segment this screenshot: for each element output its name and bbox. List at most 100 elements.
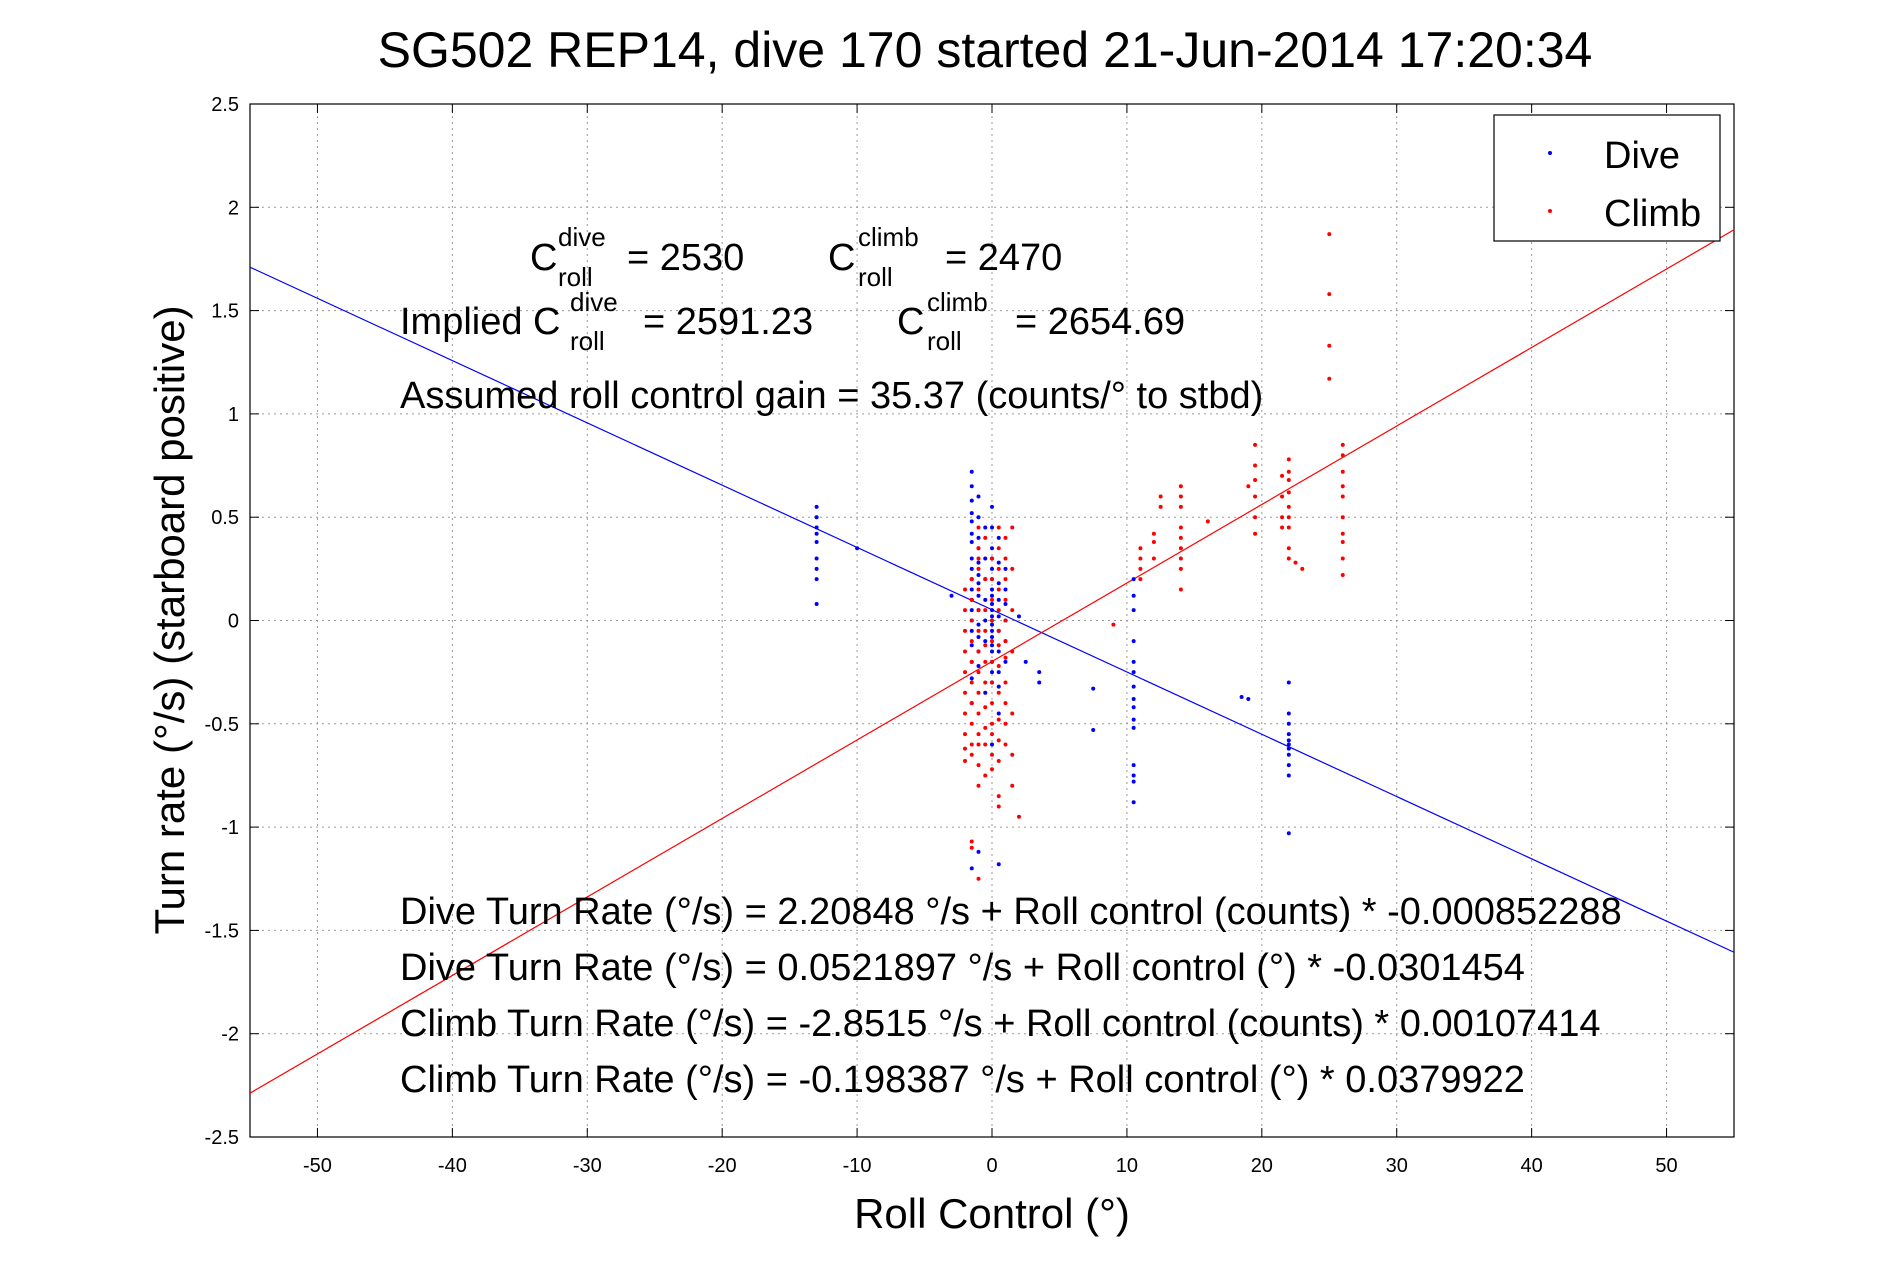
x-axis-label: Roll Control (°) (854, 1190, 1130, 1237)
climb-point (976, 628, 981, 633)
climb-point (996, 643, 1001, 648)
dive-point (990, 742, 994, 747)
climb-point (996, 794, 1001, 799)
dive-point (949, 593, 954, 598)
climb-point (1003, 597, 1008, 602)
c-roll-dive-base: C (530, 237, 557, 279)
climb-point (1293, 560, 1298, 565)
climb-point (983, 742, 988, 747)
c-roll-climb: C climb roll = 2470 (828, 222, 1062, 292)
dive-point (1239, 694, 1244, 699)
y-tick-label: -0.5 (205, 714, 239, 736)
dive-point (1003, 587, 1008, 592)
climb-point (963, 608, 968, 613)
dive-point (990, 601, 994, 606)
dive-point (1131, 717, 1136, 722)
climb-point (963, 587, 968, 592)
implied-prefix: Implied C (400, 301, 561, 343)
dive-point (996, 670, 1001, 675)
dive-point (996, 614, 1001, 619)
dive-point (1286, 721, 1291, 726)
climb-point (976, 732, 981, 737)
climb-point (1340, 515, 1345, 520)
dive-point (1037, 680, 1042, 685)
c-roll-climb-sub: roll (858, 262, 893, 292)
climb-point (990, 639, 994, 644)
dive-point (976, 581, 981, 586)
implied-dive-value: = 2591.23 (643, 301, 813, 343)
dive-point (990, 608, 994, 613)
climb-eq-degrees: Climb Turn Rate (°/s) = -0.198387 °/s + … (400, 1059, 1525, 1101)
climb-point (1003, 655, 1008, 660)
climb-point (1010, 752, 1015, 757)
climb-point (969, 639, 974, 644)
climb-point (963, 711, 968, 716)
climb-point (976, 670, 981, 675)
climb-point (1280, 525, 1285, 530)
climb-point (1003, 618, 1008, 623)
climb-point (1010, 711, 1015, 716)
implied-climb-sub: roll (927, 326, 962, 356)
climb-point (1010, 783, 1015, 788)
dive-point (990, 643, 994, 648)
y-tick-label: 1 (228, 404, 239, 426)
legend: Dive Climb (1493, 114, 1721, 242)
roll-gain-note: Assumed roll control gain = 35.37 (count… (400, 375, 1263, 417)
dive-point (983, 556, 988, 561)
c-roll-dive-sup: dive (558, 222, 606, 252)
climb-point (1138, 566, 1143, 571)
dive-point (1131, 800, 1136, 805)
climb-point (963, 758, 968, 763)
climb-point (1286, 469, 1291, 474)
dive-point (814, 504, 819, 509)
climb-point (1280, 494, 1285, 499)
y-tick-label: -2 (221, 1024, 239, 1046)
climb-point (1280, 515, 1285, 520)
dive-point (969, 539, 974, 544)
climb-eq-counts: Climb Turn Rate (°/s) = -2.8515 °/s + Ro… (400, 1003, 1601, 1045)
climb-point (1178, 494, 1183, 499)
climb-point (1138, 556, 1143, 561)
climb-point (1178, 556, 1183, 561)
dive-point (969, 628, 974, 633)
climb-point (1178, 546, 1183, 551)
climb-point (990, 597, 994, 602)
dive-point (976, 593, 981, 598)
climb-point (996, 546, 1001, 551)
dive-point (969, 643, 974, 648)
climb-point (1158, 504, 1163, 509)
climb-point (996, 738, 1001, 743)
climb-point (1178, 484, 1183, 489)
dive-point (990, 622, 994, 627)
y-tick-label: 2.5 (211, 94, 239, 116)
climb-point (1010, 649, 1015, 654)
dive-point (990, 635, 994, 640)
x-tick-label: 0 (986, 1155, 997, 1177)
dive-point (1131, 684, 1136, 689)
climb-point (976, 546, 981, 551)
implied-dive-sup: dive (570, 287, 618, 317)
dive-point (976, 494, 981, 499)
climb-point (969, 839, 974, 844)
dive-point (990, 525, 994, 530)
climb-point (1010, 566, 1015, 571)
x-tick-label: -40 (438, 1155, 467, 1177)
y-tick-label: 2 (228, 197, 239, 219)
dive-point (855, 546, 860, 551)
implied-dive-sub: roll (570, 326, 605, 356)
climb-point (1151, 556, 1156, 561)
dive-point (996, 684, 1001, 689)
legend-climb-label: Climb (1604, 193, 1701, 235)
climb-point (1138, 546, 1143, 551)
climb-point (1003, 742, 1008, 747)
climb-point (983, 659, 988, 664)
dive-point (1131, 705, 1136, 710)
climb-point (976, 608, 981, 613)
x-tick-label: -50 (303, 1155, 332, 1177)
dive-point (1131, 639, 1136, 644)
climb-point (983, 725, 988, 730)
dive-point (996, 711, 1001, 716)
dive-point (969, 511, 974, 516)
climb-point (976, 742, 981, 747)
climb-point (1286, 490, 1291, 495)
